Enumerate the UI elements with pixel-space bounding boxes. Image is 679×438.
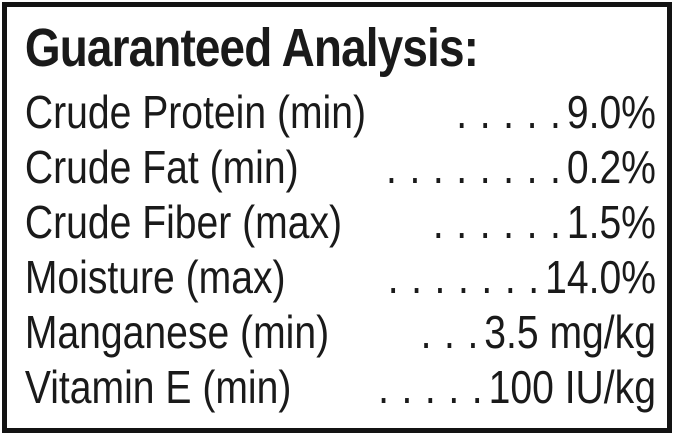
nutrient-value: 0.2% [566, 141, 656, 193]
panel-content: Guaranteed Analysis: Crude Protein (min)… [7, 7, 667, 415]
nutrient-value: 14.0% [545, 251, 656, 303]
nutrient-name: Crude Fat (min) [24, 141, 299, 193]
nutrient-name: Manganese (min) [24, 306, 330, 358]
nutrient-name: Moisture (max) [24, 251, 286, 303]
nutrient-value: 3.5 mg/kg [484, 306, 656, 358]
section-title: Guaranteed Analysis: [24, 18, 479, 78]
analysis-row-crude-fiber: Crude Fiber (max) . . . . . . 1.5% [25, 195, 656, 250]
dot-leader: . . . [420, 306, 480, 358]
analysis-row-moisture: Moisture (max) . . . . . . . 14.0% [25, 250, 656, 305]
nutrient-name: Crude Fiber (max) [24, 196, 343, 248]
nutrient-name: Crude Protein (min) [24, 86, 367, 138]
dot-leader: . . . . . . . . [386, 141, 562, 193]
guaranteed-analysis-panel: Guaranteed Analysis: Crude Protein (min)… [2, 2, 672, 433]
analysis-row-crude-protein: Crude Protein (min) . . . . . 9.0% [25, 85, 656, 140]
analysis-row-manganese: Manganese (min) . . . 3.5 mg/kg [25, 305, 656, 360]
dot-leader: . . . . . [378, 361, 484, 413]
dot-leader: . . . . . . . [387, 251, 540, 303]
analysis-row-vitamin-e: Vitamin E (min) . . . . . 100 IU/kg [25, 360, 656, 415]
nutrient-value: 100 IU/kg [488, 361, 656, 413]
dot-leader: . . . . . . [432, 196, 562, 248]
nutrient-name: Vitamin E (min) [24, 361, 292, 413]
nutrient-value: 1.5% [566, 196, 656, 248]
dot-leader: . . . . . [456, 86, 562, 138]
analysis-rows: Crude Protein (min) . . . . . 9.0% Crude… [25, 85, 656, 415]
analysis-row-crude-fat: Crude Fat (min) . . . . . . . . 0.2% [25, 140, 656, 195]
nutrient-value: 9.0% [566, 86, 656, 138]
